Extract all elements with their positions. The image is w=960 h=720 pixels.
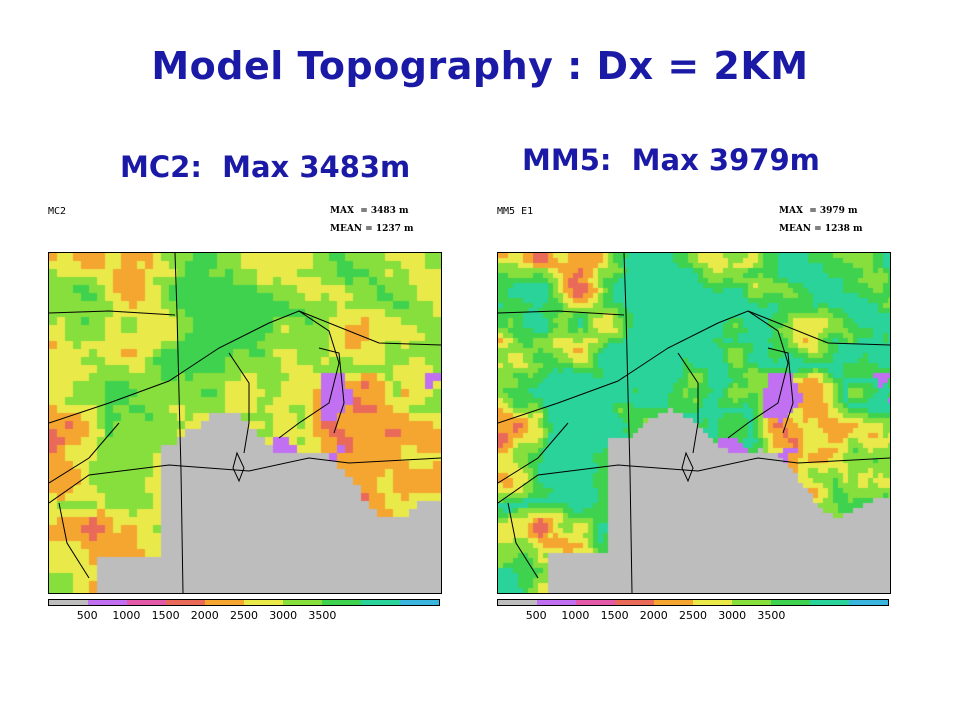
colorbar-tick-label: 3000 <box>718 609 747 622</box>
boundary-line <box>498 310 789 439</box>
colorbar-tick-label: 2500 <box>679 609 707 622</box>
colorbar-tick-label: 3500 <box>757 609 786 622</box>
colorbar-segment <box>400 600 439 605</box>
boundary-line <box>49 457 441 504</box>
boundary-line <box>767 347 794 434</box>
colorbar-segment <box>810 600 849 605</box>
colorbar-segment <box>849 600 888 605</box>
mc2-subtitle: MC2: Max 3483m <box>120 150 411 184</box>
colorbar-tick-label: 1000 <box>561 609 590 622</box>
colorbar-segment <box>205 600 244 605</box>
colorbar-segment <box>771 600 810 605</box>
boundary-line <box>174 253 184 593</box>
boundary-line <box>681 451 694 483</box>
mc2-boundary-lines <box>49 253 441 593</box>
colorbar-segment <box>732 600 771 605</box>
mc2-topography-map <box>48 252 442 594</box>
colorbar-segment <box>537 600 576 605</box>
boundary-line <box>318 347 345 434</box>
page-title: Model Topography : Dx = 2KM <box>151 44 809 88</box>
mm5-colorbar-ticks: 500 1000 1500 2000 2500 3000 3500 <box>497 609 889 623</box>
mm5-topography-map <box>497 252 891 594</box>
mm5-panel: MM5 E1 MAX = 3979 m MEAN = 1238 m 500 100… <box>493 200 893 630</box>
boundary-line <box>747 310 890 346</box>
panel-name: MC2 <box>48 206 67 217</box>
panel-name: MM5 E1 <box>497 206 534 217</box>
colorbar-segment <box>615 600 654 605</box>
mm5-colorbar <box>497 599 889 606</box>
mm5-boundary-lines <box>498 253 890 593</box>
colorbar-tick-label: 1500 <box>600 609 629 622</box>
boundary-line <box>623 253 633 593</box>
colorbar-segment <box>322 600 361 605</box>
boundary-line <box>58 502 90 579</box>
mean-label: MEAN = 1238 m <box>779 224 863 234</box>
colorbar-tick-label: 2000 <box>639 609 668 622</box>
colorbar-segment <box>693 600 732 605</box>
max-label: MAX = 3979 m <box>779 206 858 216</box>
colorbar-segment <box>498 600 537 605</box>
boundary-line <box>498 310 625 316</box>
boundary-line <box>677 352 699 454</box>
colorbar-segment <box>361 600 400 605</box>
colorbar-tick-label: 500 <box>76 609 98 622</box>
boundary-line <box>228 352 250 454</box>
colorbar-tick-label: 1500 <box>151 609 180 622</box>
mc2-colorbar <box>48 599 440 606</box>
colorbar-segment <box>127 600 166 605</box>
boundary-line <box>49 310 176 316</box>
colorbar-tick-label: 500 <box>525 609 547 622</box>
mm5-subtitle: MM5: Max 3979m <box>522 143 820 177</box>
colorbar-tick-label: 3000 <box>269 609 298 622</box>
boundary-line <box>498 457 890 504</box>
colorbar-segment <box>244 600 283 605</box>
colorbar-segment <box>88 600 127 605</box>
boundary-line <box>49 422 120 484</box>
colorbar-segment <box>576 600 615 605</box>
colorbar-tick-label: 3500 <box>308 609 337 622</box>
boundary-line <box>49 310 340 439</box>
colorbar-segment <box>654 600 693 605</box>
colorbar-segment <box>283 600 322 605</box>
mc2-colorbar-ticks: 500 1000 1500 2000 2500 3000 3500 <box>48 609 440 623</box>
colorbar-segment <box>166 600 205 605</box>
mc2-terrain-raster <box>49 253 441 593</box>
boundary-line <box>298 310 441 346</box>
mc2-panel: MC2 MAX = 3483 m MEAN = 1237 m 500 1000 15… <box>44 200 444 630</box>
colorbar-tick-label: 1000 <box>112 609 141 622</box>
max-label: MAX = 3483 m <box>330 206 409 216</box>
colorbar-segment <box>49 600 88 605</box>
colorbar-tick-label: 2500 <box>230 609 258 622</box>
colorbar-tick-label: 2000 <box>190 609 219 622</box>
mean-label: MEAN = 1237 m <box>330 224 414 234</box>
boundary-line <box>507 502 539 579</box>
boundary-line <box>498 422 569 484</box>
boundary-line <box>232 451 245 483</box>
mm5-terrain-raster <box>498 253 890 593</box>
